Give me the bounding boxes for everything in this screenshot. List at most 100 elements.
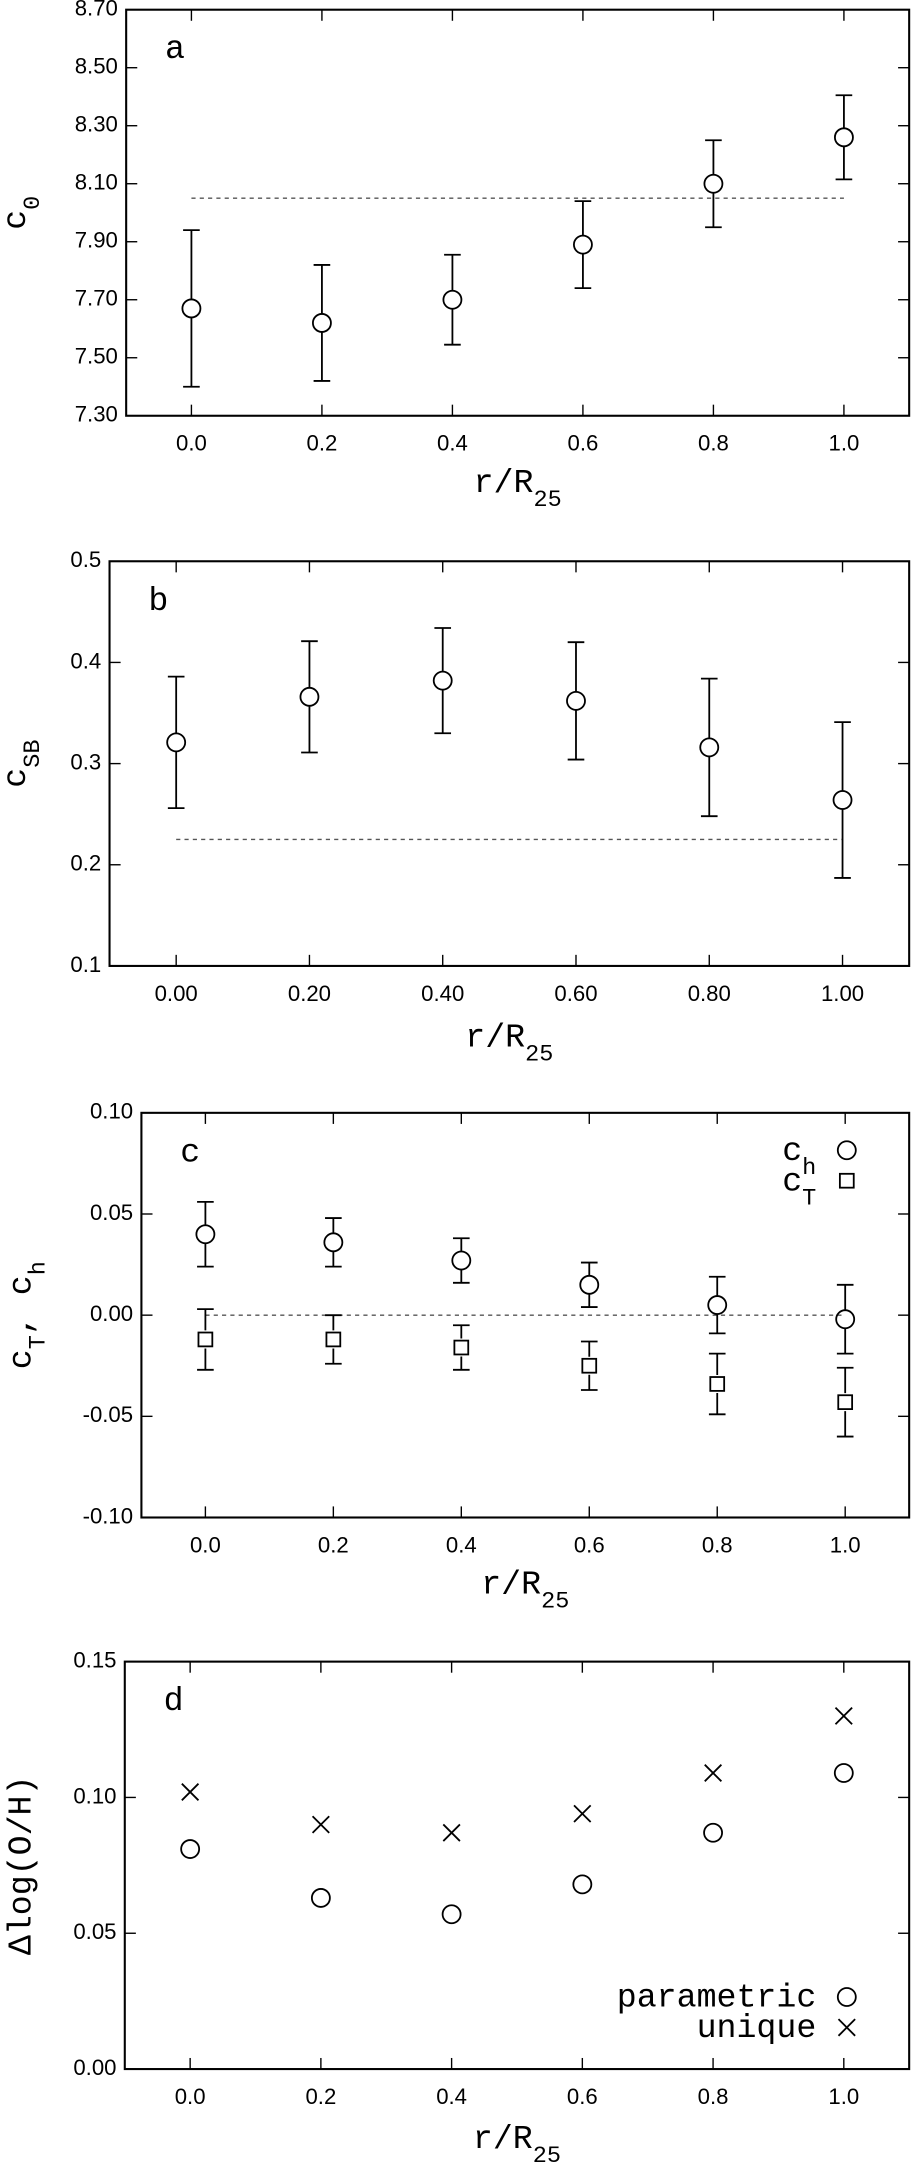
x-tick-label: 0.2 bbox=[307, 431, 338, 456]
x-tick-label: 0.4 bbox=[446, 1532, 477, 1557]
x-axis-label-part: 25 bbox=[533, 486, 561, 513]
y-tick-label: 0.00 bbox=[90, 1301, 133, 1326]
marker bbox=[451, 1250, 472, 1271]
series bbox=[166, 627, 853, 879]
x-tick-label: 0.20 bbox=[288, 981, 331, 1006]
plot-frame bbox=[125, 8, 911, 417]
error-bar bbox=[574, 200, 592, 290]
error-bar bbox=[434, 627, 452, 735]
legend-label-part: parametric bbox=[617, 1979, 817, 2017]
y-tick-label: 0.4 bbox=[70, 648, 101, 673]
x-tick-label: 1.00 bbox=[821, 981, 864, 1006]
marker bbox=[180, 1839, 201, 1859]
marker bbox=[299, 686, 320, 707]
marker bbox=[699, 737, 720, 758]
marker bbox=[312, 313, 332, 333]
marker bbox=[836, 1140, 857, 1161]
y-tick-label: 0.05 bbox=[90, 1200, 133, 1225]
x-axis-label-part: r/R bbox=[481, 1566, 541, 1604]
x-axis-label-part: 25 bbox=[541, 1588, 569, 1615]
x-tick-label: 1.0 bbox=[828, 2084, 859, 2109]
x-axis-label-part: 25 bbox=[533, 2143, 561, 2170]
y-tick-label: 0.5 bbox=[70, 547, 101, 572]
error-bar bbox=[580, 1340, 598, 1391]
marker bbox=[181, 1783, 200, 1801]
marker bbox=[709, 1376, 726, 1392]
x-tick-label: 0.6 bbox=[574, 1532, 605, 1557]
y-tick-label: -0.10 bbox=[83, 1503, 134, 1528]
plot-frame bbox=[123, 1660, 911, 2071]
marker bbox=[323, 1232, 344, 1253]
error-bar bbox=[197, 1200, 214, 1268]
legend-label-part: h bbox=[802, 1154, 816, 1181]
marker bbox=[835, 1309, 856, 1330]
y-axis-label-part: c bbox=[0, 210, 35, 230]
panel-label: a bbox=[165, 30, 185, 68]
y-tick-label: 0.10 bbox=[73, 1783, 116, 1808]
x-tick-label: 0.00 bbox=[155, 981, 198, 1006]
x-tick-label: 0.2 bbox=[318, 1532, 349, 1557]
marker bbox=[838, 1172, 855, 1189]
x-axis-label: r/R25 bbox=[474, 464, 562, 514]
y-tick-label: 0.3 bbox=[70, 749, 101, 774]
y-axis-label-part: , c bbox=[3, 1275, 41, 1335]
series bbox=[195, 1200, 856, 1355]
y-axis-label-part: c bbox=[0, 768, 35, 788]
marker bbox=[573, 1804, 592, 1823]
y-tick-label: 8.70 bbox=[75, 0, 118, 21]
error-bar bbox=[580, 1261, 598, 1308]
marker bbox=[442, 289, 463, 310]
legend-label: cT bbox=[782, 1162, 816, 1212]
marker bbox=[573, 234, 593, 255]
y-axis-label-part: Δlog(O/H) bbox=[3, 1776, 41, 1956]
marker bbox=[197, 1331, 214, 1348]
marker bbox=[833, 1763, 854, 1783]
x-tick-label: 0.8 bbox=[698, 2084, 729, 2109]
y-axis-label: Δlog(O/H) bbox=[3, 1776, 41, 1956]
y-axis-label-part: T bbox=[25, 1335, 52, 1349]
marker bbox=[442, 1823, 461, 1842]
y-axis-label: cSB bbox=[0, 739, 47, 787]
x-tick-label: 0.2 bbox=[305, 2084, 336, 2109]
legend-label-part: c bbox=[782, 1162, 802, 1200]
x-tick-label: 0.4 bbox=[436, 2084, 467, 2109]
y-tick-label: 8.10 bbox=[75, 170, 118, 195]
y-axis-label: c0 bbox=[0, 196, 47, 230]
x-axis-label-part: r/R bbox=[473, 2120, 533, 2158]
error-bar bbox=[708, 1275, 726, 1335]
error-bar bbox=[836, 1283, 854, 1355]
x-tick-label: 0.8 bbox=[702, 1532, 733, 1557]
error-bar bbox=[452, 1237, 470, 1284]
marker bbox=[453, 1339, 470, 1356]
x-tick-label: 0.6 bbox=[568, 431, 599, 456]
error-bar bbox=[301, 640, 318, 754]
marker bbox=[704, 1764, 723, 1782]
series bbox=[197, 1308, 854, 1438]
error-bar bbox=[313, 264, 331, 382]
legend-label: parametric bbox=[617, 1979, 817, 2017]
y-tick-label: 7.50 bbox=[75, 344, 118, 369]
error-bar bbox=[325, 1314, 342, 1365]
marker bbox=[166, 732, 187, 753]
x-axis-label-part: r/R bbox=[474, 464, 534, 502]
legend-label-part: c bbox=[782, 1132, 802, 1170]
error-bar bbox=[444, 253, 461, 346]
y-tick-label: 0.2 bbox=[70, 851, 101, 876]
x-tick-label: 0.40 bbox=[421, 981, 464, 1006]
y-tick-label: 0.05 bbox=[73, 1919, 116, 1944]
marker bbox=[310, 1888, 331, 1908]
panel-label: b bbox=[148, 582, 168, 620]
y-tick-label: 8.30 bbox=[75, 112, 118, 137]
marker bbox=[703, 173, 724, 194]
x-axis-label: r/R25 bbox=[473, 2120, 561, 2170]
marker bbox=[432, 670, 453, 691]
marker bbox=[832, 790, 853, 810]
legend-label: unique bbox=[697, 2009, 817, 2047]
marker bbox=[566, 690, 586, 711]
marker bbox=[837, 1394, 854, 1410]
plot-frame bbox=[108, 560, 911, 967]
marker bbox=[195, 1224, 216, 1245]
x-tick-label: 0.0 bbox=[176, 431, 207, 456]
panel-label: c bbox=[180, 1133, 200, 1171]
